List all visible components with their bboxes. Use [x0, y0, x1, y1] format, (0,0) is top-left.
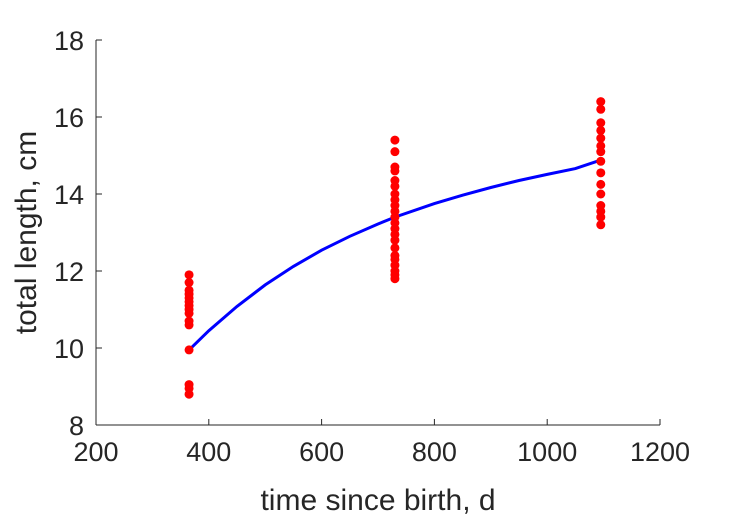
x-tick-label: 600 [299, 437, 344, 467]
data-point [184, 389, 194, 399]
data-point [184, 270, 194, 280]
data-point [596, 168, 606, 178]
data-points-layer [184, 97, 606, 399]
y-tick-label: 10 [54, 334, 84, 364]
data-point [596, 212, 606, 222]
data-point [184, 308, 194, 318]
y-tick-label: 18 [54, 26, 84, 56]
data-point [184, 320, 194, 330]
x-tick-label: 200 [73, 437, 118, 467]
data-point [596, 179, 606, 189]
data-point [390, 235, 400, 245]
data-point [184, 345, 194, 355]
fit-line-layer [188, 158, 602, 351]
data-point [390, 166, 400, 176]
data-point [596, 97, 606, 107]
data-point [390, 274, 400, 284]
data-point [596, 189, 606, 199]
y-tick-label: 8 [69, 411, 84, 441]
data-point [390, 181, 400, 191]
ticks: 200 400 600 800 1000 1200 8 10 12 14 16 18 [54, 26, 690, 467]
data-point [390, 243, 400, 253]
data-point [184, 278, 194, 288]
x-axis-label: time since birth, d [260, 484, 495, 517]
axes [95, 40, 660, 426]
data-point [596, 133, 606, 143]
data-point [596, 147, 606, 157]
x-tick-label: 400 [186, 437, 231, 467]
y-tick-label: 14 [54, 180, 84, 210]
y-tick-label: 12 [54, 257, 84, 287]
data-point [596, 220, 606, 230]
fit-curve-line [188, 158, 602, 351]
y-axis-label: total length, cm [10, 131, 43, 334]
data-point [596, 104, 606, 114]
y-tick-label: 16 [54, 103, 84, 133]
data-point [596, 156, 606, 166]
x-tick-label: 1000 [517, 437, 577, 467]
data-point [596, 118, 606, 128]
data-point [596, 125, 606, 135]
data-point [390, 135, 400, 145]
x-tick-label: 800 [412, 437, 457, 467]
data-point [390, 147, 400, 157]
x-tick-label: 1200 [630, 437, 690, 467]
